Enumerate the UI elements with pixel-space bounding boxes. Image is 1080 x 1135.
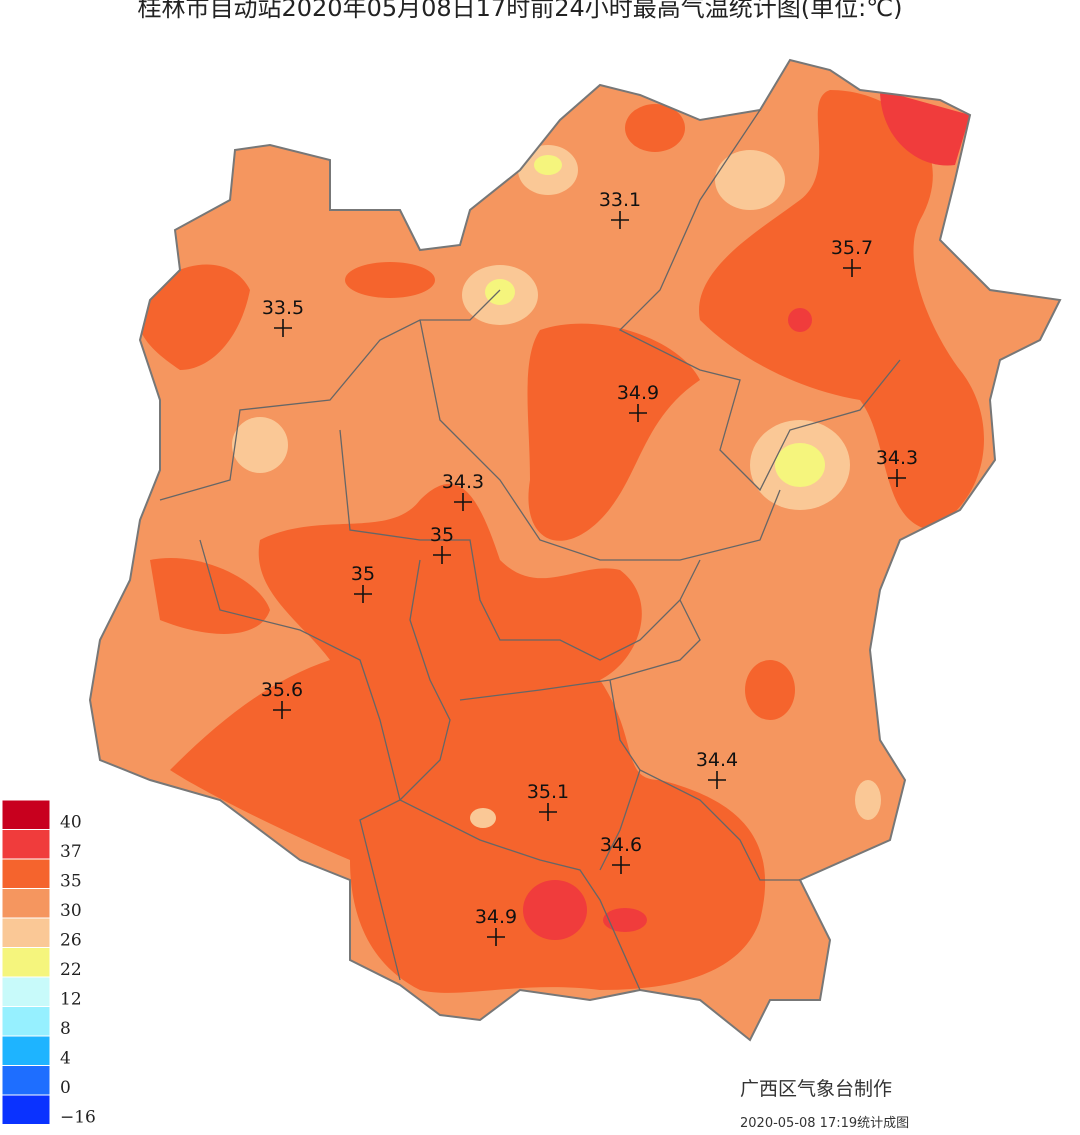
station-marker: [539, 803, 557, 821]
legend-label: 4: [60, 1049, 71, 1069]
legend-swatch: [1, 1006, 51, 1037]
region-35: [137, 264, 250, 370]
legend-swatch: [1, 888, 51, 919]
region-37: [788, 308, 812, 332]
legend-swatch: [1, 829, 51, 860]
region-37: [523, 880, 587, 940]
county-borders: [159, 109, 901, 991]
region-35: [625, 104, 685, 152]
station-value: 35.1: [527, 781, 569, 803]
legend-label: 35: [60, 872, 82, 892]
legend-swatch: [1, 799, 51, 830]
station-marker: [612, 856, 630, 874]
border: [618, 109, 901, 492]
station-value: 35: [430, 524, 454, 546]
region-22: [775, 443, 825, 487]
station-marker: [629, 404, 647, 422]
border: [339, 429, 701, 661]
region-35: [345, 262, 435, 298]
station-value: 33.5: [262, 297, 304, 319]
region-37: [880, 90, 970, 166]
station-marker: [274, 319, 292, 337]
border: [159, 289, 501, 501]
station-marker: [273, 701, 291, 719]
legend-label: 26: [60, 931, 82, 951]
border: [419, 319, 781, 561]
station-value: 34.3: [876, 447, 918, 469]
legend-label: 8: [60, 1019, 71, 1039]
region-26: [470, 808, 496, 828]
region-22: [534, 155, 562, 175]
legend-label: 22: [60, 960, 82, 980]
region-37: [603, 908, 647, 932]
station-marker: [354, 585, 372, 603]
legend-label: 40: [60, 813, 82, 833]
station-marker: [843, 259, 861, 277]
border: [459, 599, 701, 701]
producer: 广西区气象台制作: [740, 1078, 892, 1100]
legend-swatch: [1, 976, 51, 1007]
legend-label: 0: [60, 1078, 71, 1098]
station-value: 34.9: [617, 382, 659, 404]
region-35: [745, 660, 795, 720]
station-value: 34.4: [696, 749, 738, 771]
legend-label: 37: [60, 842, 82, 862]
station-value: 34.6: [600, 834, 642, 856]
station-value: 33.1: [599, 189, 641, 211]
map-outline: [88, 58, 1062, 1042]
station-value: 35.6: [261, 679, 303, 701]
region-35: [527, 323, 700, 541]
border: [398, 559, 641, 991]
station-marker: [708, 771, 726, 789]
temperature-field: [88, 58, 1062, 1042]
border: [609, 679, 800, 881]
legend-label: −16: [60, 1108, 96, 1128]
legend-swatch: [1, 858, 51, 889]
region-26: [715, 150, 785, 210]
station-marker: [454, 493, 472, 511]
station-marker: [611, 211, 629, 229]
legend-swatch: [1, 917, 51, 948]
station-value: 35.7: [831, 237, 873, 259]
region-26: [232, 417, 288, 473]
legend-label: 30: [60, 901, 82, 921]
title: 桂林市自动站2020年05月08日17时前24小时最高气温统计图(单位:℃): [138, 0, 903, 22]
timestamp: 2020-05-08 17:19统计成图: [740, 1116, 909, 1131]
station-marker: [487, 928, 505, 946]
station-marker: [888, 469, 906, 487]
stations: 33.1 35.7 33.5 34.9 34.3 34.3 35 35 35.6 34.4 35.1…: [261, 189, 918, 946]
station-value: 35: [351, 563, 375, 585]
region-35: [699, 90, 984, 530]
region-26: [855, 780, 881, 820]
region-22: [485, 279, 515, 305]
legend-swatch: [1, 947, 51, 978]
legend-swatch: [1, 1094, 51, 1125]
station-value: 34.9: [475, 906, 517, 928]
border: [199, 539, 401, 981]
station-value: 34.3: [442, 471, 484, 493]
legend-label: 12: [60, 990, 82, 1010]
border: [599, 769, 641, 871]
legend-swatch: [1, 1035, 51, 1066]
station-marker: [433, 546, 451, 564]
legend-swatch: [1, 1065, 51, 1096]
